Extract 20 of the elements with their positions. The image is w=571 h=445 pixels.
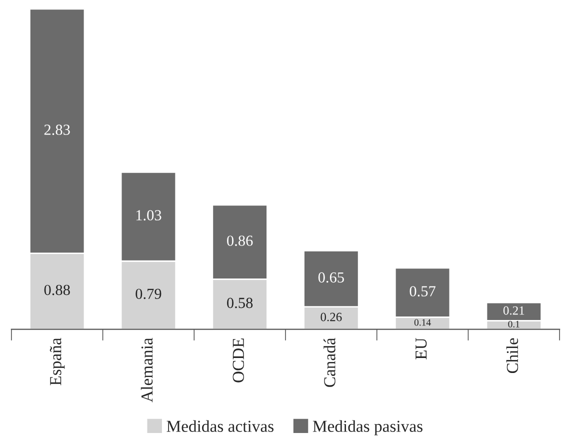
x-tick-label: Canadá (324, 338, 336, 387)
data-label: 0.88 (44, 284, 70, 296)
data-label: 0.58 (227, 298, 253, 308)
x-tick-label: OCDE (232, 338, 244, 382)
x-tick-label: España (50, 338, 65, 386)
legend-label: Medidas activas (166, 420, 274, 432)
data-label: 0.57 (410, 286, 436, 296)
data-label: 0.26 (320, 312, 342, 322)
data-label: 0.79 (136, 288, 162, 300)
x-tick-label: Alemania (140, 338, 153, 402)
data-label: 0.65 (318, 272, 344, 283)
x-tick-label: EU (416, 338, 427, 360)
data-label: 1.03 (136, 210, 162, 220)
data-label: 0.14 (414, 319, 431, 326)
x-tick-label: Chile (506, 338, 518, 374)
legend-label: Medidas pasivas (312, 420, 422, 436)
data-label: 0.21 (503, 306, 524, 315)
data-label: 0.86 (227, 236, 253, 246)
data-label: 2.83 (44, 124, 70, 135)
data-label: 0.1 (508, 320, 520, 328)
